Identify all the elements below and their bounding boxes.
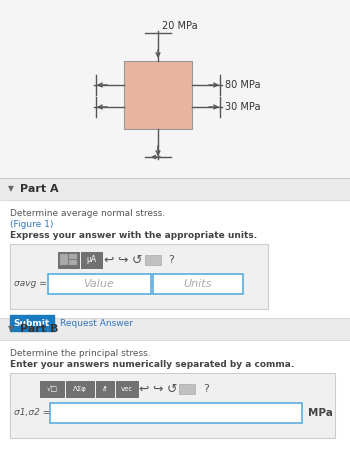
Text: Value: Value <box>84 279 114 289</box>
Bar <box>69 260 77 265</box>
Text: 30 MPa: 30 MPa <box>225 102 260 112</box>
Text: Part A: Part A <box>20 184 59 194</box>
Bar <box>124 61 192 129</box>
Bar <box>10 373 335 438</box>
Text: σavg =: σavg = <box>14 279 47 289</box>
Text: (Figure 1): (Figure 1) <box>10 220 53 229</box>
Bar <box>0 340 350 449</box>
Text: ↩: ↩ <box>139 383 149 396</box>
Text: Express your answer with the appropriate units.: Express your answer with the appropriate… <box>10 231 257 240</box>
Text: ▼: ▼ <box>8 185 14 194</box>
Bar <box>153 274 243 294</box>
Bar <box>116 381 138 397</box>
Text: 20 MPa: 20 MPa <box>162 21 198 31</box>
Text: vec: vec <box>121 386 133 392</box>
Bar <box>10 244 268 309</box>
Bar <box>66 381 94 397</box>
Text: Units: Units <box>184 279 212 289</box>
Text: Determine the principal stress.: Determine the principal stress. <box>10 349 150 358</box>
Text: Enter your answers numerically separated by a comma.: Enter your answers numerically separated… <box>10 360 294 369</box>
Bar <box>0 178 350 200</box>
Text: MPa: MPa <box>308 408 333 418</box>
Bar <box>81 252 102 268</box>
Bar <box>58 252 79 268</box>
Text: ↪: ↪ <box>118 254 128 267</box>
Bar <box>145 255 161 265</box>
Bar <box>50 403 302 423</box>
Text: Part B: Part B <box>20 324 58 334</box>
Bar <box>69 254 77 259</box>
Bar <box>48 274 151 294</box>
Text: ↪: ↪ <box>153 383 163 396</box>
Text: μA: μA <box>86 255 96 264</box>
Text: ΛΣφ: ΛΣφ <box>73 386 87 392</box>
Text: ↺: ↺ <box>167 383 177 396</box>
Bar <box>10 315 54 331</box>
Bar <box>179 384 195 394</box>
Text: ↩: ↩ <box>104 254 114 267</box>
Bar <box>60 254 68 265</box>
Text: ▼: ▼ <box>8 325 14 334</box>
Bar <box>0 200 350 318</box>
Bar <box>96 381 114 397</box>
Text: ?: ? <box>168 255 174 265</box>
Text: σ1,σ2 =: σ1,σ2 = <box>14 409 50 418</box>
Text: Determine average normal stress.: Determine average normal stress. <box>10 209 165 218</box>
Bar <box>40 381 64 397</box>
Text: ↺: ↺ <box>132 254 142 267</box>
Text: Request Answer: Request Answer <box>60 318 133 327</box>
Bar <box>0 318 350 340</box>
Text: √□: √□ <box>47 386 57 392</box>
Text: ?: ? <box>203 384 209 394</box>
Text: 80 MPa: 80 MPa <box>225 80 260 90</box>
Text: it: it <box>103 386 107 392</box>
Bar <box>0 0 350 178</box>
Text: Submit: Submit <box>14 318 50 327</box>
